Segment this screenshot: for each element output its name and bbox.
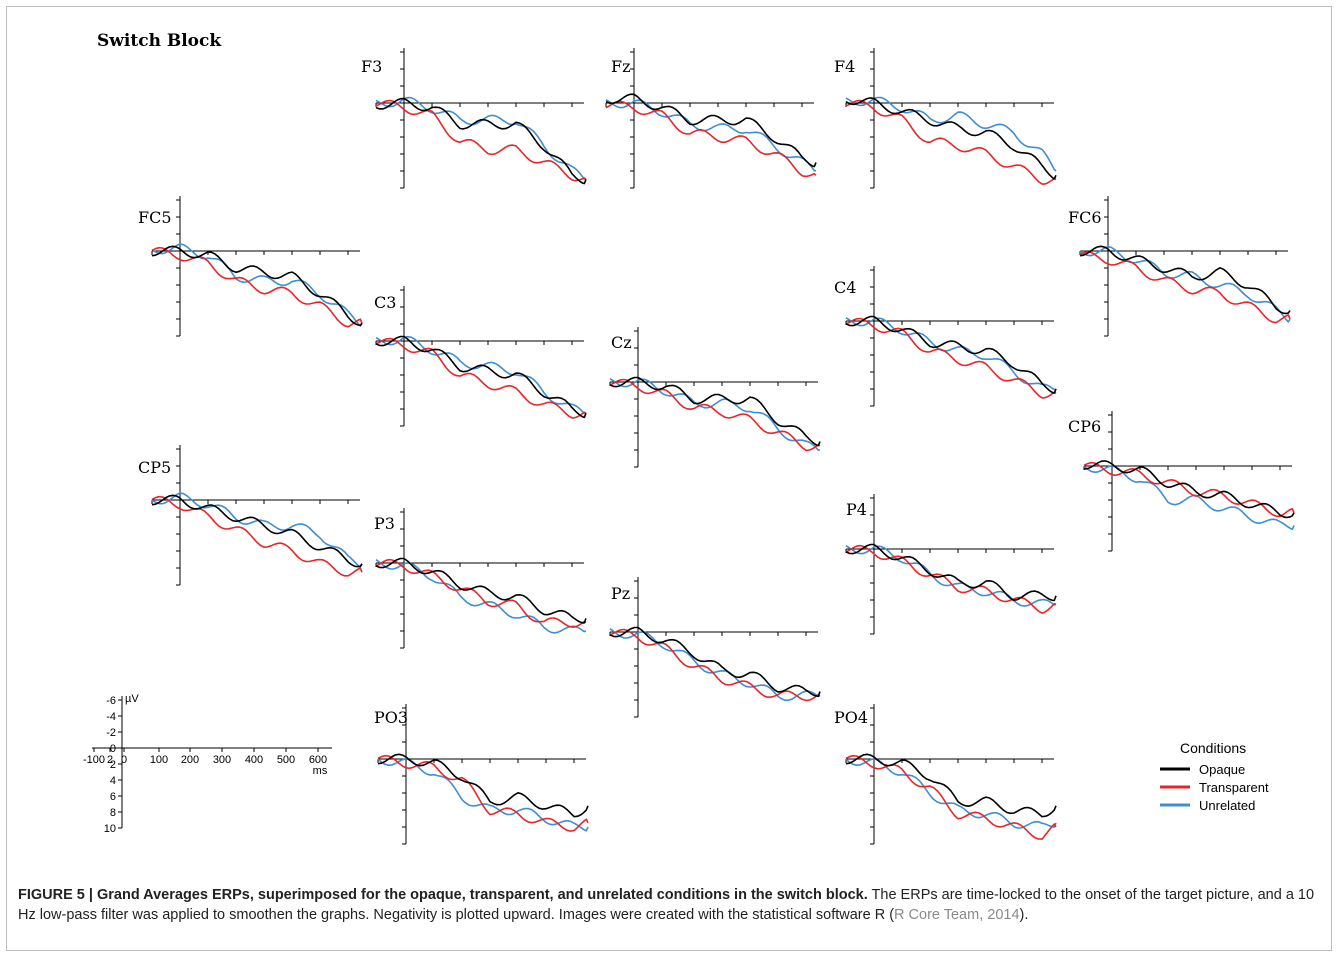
series-line-cp5-unrelated	[151, 492, 363, 568]
channel-label-cz: Cz	[611, 333, 632, 352]
series-line-po3-opaque	[377, 753, 589, 818]
scale-x-tick-label: 2	[107, 754, 113, 766]
scale-x-tick-label: 600	[309, 754, 327, 766]
series-line-fc6-transparent	[1079, 251, 1291, 324]
channel-label-pz: Pz	[611, 584, 630, 603]
caption-citation-link[interactable]: R Core Team, 2014	[894, 907, 1020, 923]
series-line-f4-unrelated	[845, 96, 1057, 172]
channel-label-f4: F4	[834, 57, 855, 76]
series-line-p3-transparent	[375, 558, 587, 628]
channel-label-po3: PO3	[374, 708, 408, 727]
scale-y-tick-label: 2	[110, 759, 116, 771]
channel-label-p4: P4	[846, 500, 867, 519]
series-line-p4-unrelated	[845, 545, 1057, 607]
figure-frame	[6, 6, 1332, 951]
series-line-cp6-transparent	[1083, 461, 1295, 518]
series-line-p4-opaque	[845, 543, 1057, 602]
series-line-p3-opaque	[375, 557, 587, 624]
series-line-fc6-unrelated	[1079, 245, 1291, 323]
channel-label-fc5: FC5	[138, 208, 172, 227]
series-line-f4-transparent	[845, 99, 1057, 185]
channel-label-fc6: FC6	[1068, 208, 1102, 227]
series-line-fz-transparent	[605, 100, 817, 178]
series-line-f3-opaque	[375, 97, 587, 185]
channel-label-c3: C3	[374, 293, 396, 312]
legend-label-unrelated: Unrelated	[1199, 798, 1255, 813]
series-line-fz-opaque	[605, 93, 817, 168]
legend-label-opaque: Opaque	[1199, 762, 1245, 777]
scale-x-tick-label: 500	[277, 754, 295, 766]
series-line-pz-transparent	[609, 628, 821, 702]
legend-label-transparent: Transparent	[1199, 780, 1269, 795]
series-line-po4-transparent	[845, 754, 1057, 840]
scale-y-tick-label: 10	[104, 823, 116, 835]
series-line-p4-transparent	[845, 544, 1057, 614]
series-line-c4-unrelated	[845, 317, 1057, 391]
series-line-fc5-transparent	[151, 246, 363, 328]
erp-figure: Switch Block F3 Fz F4 FC5 FC6 C3 C4 Cz CP5 CP6 P3 P4…	[83, 31, 1295, 845]
series-line-pz-opaque	[609, 626, 821, 697]
series-line-pz-unrelated	[609, 628, 821, 702]
series-line-c3-opaque	[375, 335, 587, 419]
series-line-f3-unrelated	[375, 96, 587, 181]
caption-lead: FIGURE 5 | Grand Averages ERPs, superimp…	[18, 887, 868, 903]
series-line-fc5-opaque	[151, 245, 363, 327]
series-line-fc5-unrelated	[151, 243, 363, 327]
series-line-cz-opaque	[609, 376, 821, 447]
scale-x-tick-label: 0	[121, 754, 127, 766]
series-line-c4-opaque	[845, 315, 1057, 394]
scale-y-tick-label: 0	[110, 743, 116, 755]
channel-label-fz: Fz	[611, 57, 631, 76]
series-line-fc6-opaque	[1079, 245, 1291, 315]
scale-x-unit-label: ms	[313, 765, 328, 777]
series-line-c3-transparent	[375, 337, 587, 419]
scale-x-tick-label: 100	[150, 754, 168, 766]
series-line-cz-transparent	[609, 378, 821, 452]
scale-x-tick-label: 200	[181, 754, 199, 766]
series-line-cp6-opaque	[1083, 460, 1295, 519]
scale-x-tick-label: -100	[83, 754, 105, 766]
series-line-po3-unrelated	[377, 758, 589, 832]
block-title: Switch Block	[97, 31, 222, 51]
channel-label-cp6: CP6	[1068, 417, 1101, 436]
channel-label-po4: PO4	[834, 708, 868, 727]
series-line-po3-transparent	[377, 754, 589, 832]
channel-label-c4: C4	[834, 278, 856, 297]
legend-title: Conditions	[1180, 740, 1246, 756]
figure-caption: FIGURE 5 | Grand Averages ERPs, superimp…	[18, 885, 1320, 925]
scale-y-tick-label: -6	[106, 695, 116, 707]
channel-label-p3: P3	[374, 514, 395, 533]
channel-label-cp5: CP5	[138, 458, 171, 477]
series-line-po4-opaque	[845, 753, 1057, 818]
series-line-p3-unrelated	[375, 559, 587, 634]
series-line-c4-transparent	[845, 317, 1057, 399]
scale-y-tick-label: 6	[110, 791, 116, 803]
series-line-f3-transparent	[375, 99, 587, 182]
series-line-c3-unrelated	[375, 335, 587, 415]
scale-y-tick-label: 4	[110, 775, 116, 787]
scale-y-tick-label: -4	[106, 711, 116, 723]
scale-x-tick-label: 400	[245, 754, 263, 766]
scale-y-tick-label: 8	[110, 807, 116, 819]
caption-body: The ERPs are time-locked to the onset of…	[18, 887, 1315, 923]
caption-tail: ).	[1019, 907, 1029, 923]
series-line-cp5-transparent	[151, 495, 363, 577]
series-line-cp5-opaque	[151, 494, 363, 568]
channel-label-f3: F3	[361, 57, 382, 76]
scale-y-tick-label: -2	[106, 727, 116, 739]
series-line-cz-unrelated	[609, 378, 821, 451]
scale-unit-label: µV	[125, 693, 139, 705]
scale-x-tick-label: 300	[213, 754, 231, 766]
series-line-f4-opaque	[845, 97, 1057, 180]
